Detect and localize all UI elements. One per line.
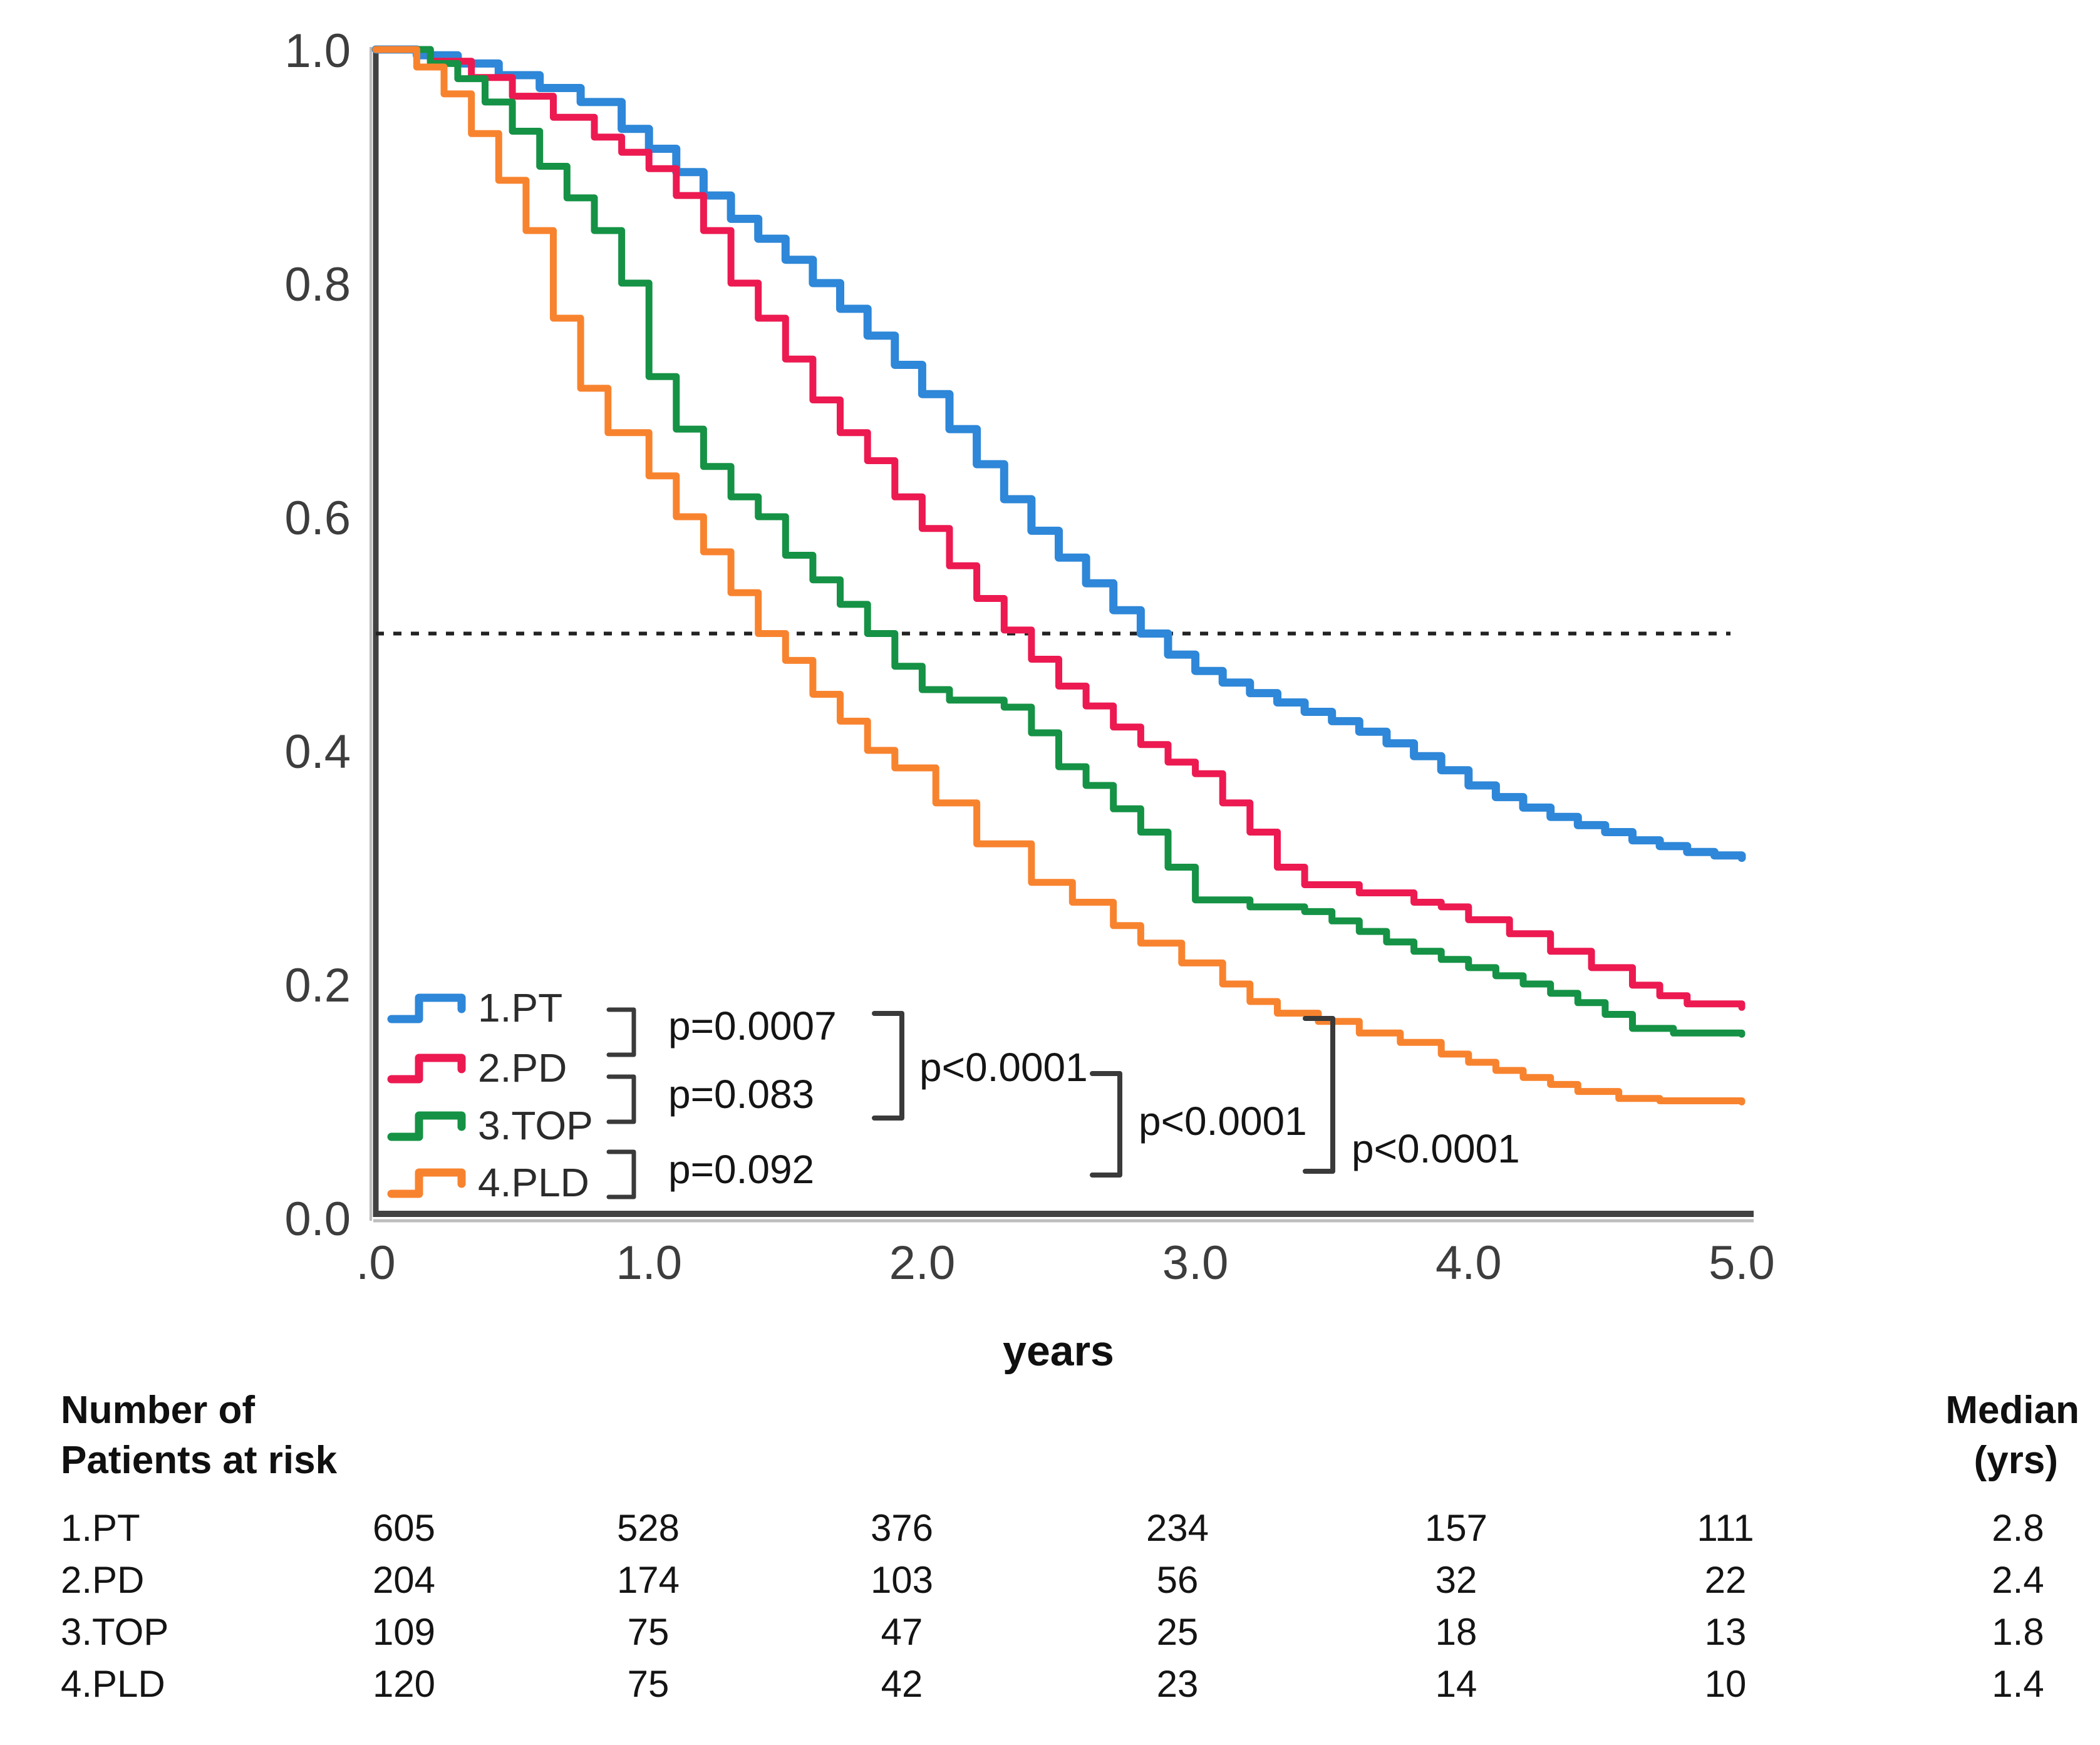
pvalue-label: p<0.0001	[919, 1045, 1088, 1090]
median-value-cell: 2.4	[1992, 1559, 2044, 1601]
legend-item-label: 1.PT	[478, 985, 562, 1030]
comparison-bracket	[1303, 1016, 1335, 1174]
risk-count-cell: 109	[373, 1611, 435, 1653]
legend-item-label: 3.TOP	[478, 1103, 593, 1148]
comparison-bracket	[1090, 1071, 1122, 1178]
risk-count-cell: 174	[617, 1559, 680, 1601]
risk-count-cell: 47	[881, 1611, 923, 1653]
survival-curve-3-top	[372, 46, 1746, 1038]
median-value-cell: 2.8	[1992, 1507, 2044, 1549]
risk-row-label: 1.PT	[61, 1507, 140, 1549]
legend-item-label: 2.PD	[478, 1045, 567, 1090]
risk-count-cell: 528	[617, 1507, 680, 1549]
risk-count-cell: 75	[628, 1611, 670, 1653]
risk-count-cell: 23	[1157, 1663, 1199, 1705]
risk-count-cell: 605	[373, 1507, 435, 1549]
risk-count-cell: 13	[1705, 1611, 1747, 1653]
x-tick-label: 3.0	[1162, 1236, 1229, 1290]
y-tick-label: 0.2	[284, 959, 351, 1012]
risk-row-label: 2.PD	[61, 1559, 144, 1601]
survival-curve-4-pld	[372, 46, 1746, 1106]
risk-table-header-line2: Patients at risk	[61, 1439, 338, 1482]
median-header-line2: (yrs)	[1974, 1439, 2058, 1482]
comparison-bracket	[606, 1007, 636, 1057]
risk-count-cell: 10	[1705, 1663, 1747, 1705]
pvalue-label: p=0.083	[668, 1072, 814, 1117]
median-value-cell: 1.4	[1992, 1663, 2044, 1705]
risk-count-cell: 204	[373, 1559, 435, 1601]
pvalue-annotations: p=0.0007 p=0.083 p=0.092 p<0.0001 p<0.0001 p<…	[606, 1003, 1520, 1199]
risk-count-cell: 103	[871, 1559, 933, 1601]
survival-curves	[371, 45, 1746, 1106]
risk-table-header-line1: Number of	[61, 1389, 255, 1432]
axes	[370, 47, 1754, 1223]
x-tick-label: 4.0	[1435, 1236, 1502, 1290]
risk-count-cell: 111	[1697, 1507, 1754, 1549]
y-tick-label: 0.4	[284, 725, 351, 779]
legend-item-label: 4.PLD	[478, 1160, 589, 1205]
y-tick-label: 0.0	[284, 1193, 351, 1246]
legend-swatch-step-icon	[387, 1054, 466, 1084]
y-tick-label: 1.0	[284, 24, 351, 78]
axis-tick-labels: 1.0 0.8 0.6 0.4 0.2 0.0.0 1.0 2.0 3.0 4.0 5.0	[284, 24, 1774, 1290]
legend-swatch-step-icon	[387, 1168, 466, 1198]
risk-count-cell: 376	[871, 1507, 933, 1549]
survival-curve-1-pt	[371, 45, 1746, 862]
median-value-cell: 1.8	[1992, 1611, 2044, 1653]
legend-swatch-step-icon	[387, 993, 466, 1023]
legend-swatch-step-icon	[387, 1111, 466, 1141]
x-tick-label: 1.0	[616, 1236, 682, 1290]
risk-count-cell: 157	[1425, 1507, 1487, 1549]
risk-count-cell: 42	[881, 1663, 923, 1705]
pvalue-label: p<0.0001	[1139, 1099, 1307, 1144]
risk-count-cell: 25	[1157, 1611, 1199, 1653]
risk-count-cell: 234	[1146, 1507, 1209, 1549]
x-tick-label: 2.0	[889, 1236, 956, 1290]
comparison-bracket	[872, 1011, 904, 1121]
y-tick-label: 0.8	[284, 258, 351, 311]
legend: 1.PT 2.PD 3.TOP 4.PLD	[387, 985, 593, 1205]
risk-table: Number of Patients at risk Median (yrs) 1.PT…	[61, 1389, 2079, 1705]
risk-count-cell: 32	[1435, 1559, 1477, 1601]
risk-count-cell: 120	[373, 1663, 435, 1705]
x-tick-label: .0	[356, 1236, 395, 1290]
risk-row-label: 4.PLD	[61, 1663, 165, 1705]
y-tick-label: 0.6	[284, 492, 351, 545]
risk-count-cell: 14	[1435, 1663, 1477, 1705]
risk-count-cell: 75	[628, 1663, 670, 1705]
pvalue-label: p=0.0007	[668, 1003, 837, 1049]
median-header-line1: Median	[1945, 1389, 2079, 1432]
risk-count-cell: 22	[1705, 1559, 1747, 1601]
x-axis-title: years	[1003, 1327, 1114, 1375]
comparison-bracket	[606, 1074, 636, 1124]
risk-count-cell: 18	[1435, 1611, 1477, 1653]
pvalue-label: p<0.0001	[1352, 1126, 1520, 1171]
risk-count-cell: 56	[1157, 1559, 1199, 1601]
comparison-bracket	[606, 1149, 636, 1199]
risk-row-label: 3.TOP	[61, 1611, 168, 1653]
pvalue-label: p=0.092	[668, 1147, 814, 1192]
x-tick-label: 5.0	[1709, 1236, 1775, 1290]
survival-curve-2-pd	[372, 46, 1746, 1011]
